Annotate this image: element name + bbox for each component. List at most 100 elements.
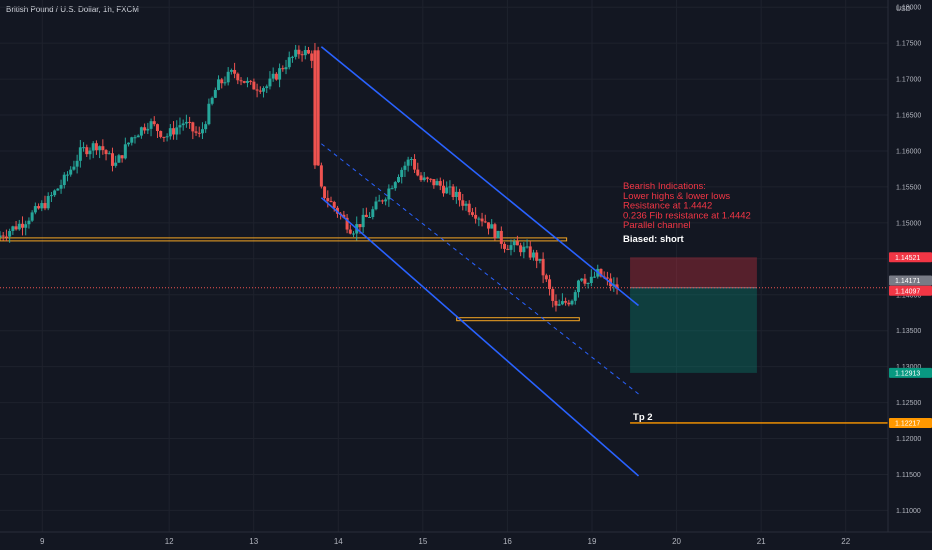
- candle-body: [310, 53, 314, 61]
- candle-body: [499, 230, 503, 244]
- y-axis-panel: [888, 0, 932, 550]
- candle-body: [380, 200, 384, 202]
- candle-body: [445, 187, 449, 194]
- candle-body: [271, 73, 275, 79]
- candle-body: [17, 223, 21, 230]
- candle-body: [313, 50, 317, 166]
- price-tag-label: 1.14521: [895, 255, 920, 262]
- candle-body: [586, 282, 590, 284]
- y-tick-label: 1.15000: [896, 220, 921, 227]
- candle-body: [548, 279, 552, 290]
- y-tick-label: 1.13500: [896, 328, 921, 335]
- candle-body: [416, 169, 420, 176]
- candle-body: [82, 147, 86, 149]
- candle-body: [544, 275, 548, 280]
- candle-body: [387, 188, 391, 200]
- candle-body: [303, 49, 307, 56]
- candle-body: [204, 124, 208, 130]
- candle-body: [78, 147, 82, 161]
- candle-body: [8, 230, 12, 237]
- candle-body: [40, 203, 44, 209]
- chart-title: British Pound / U.S. Dollar, 1h, FXCM: [6, 5, 139, 14]
- candle-body: [223, 82, 227, 84]
- candle-body: [239, 80, 243, 82]
- candle-body: [580, 278, 584, 281]
- candle-body: [352, 233, 356, 235]
- candle-body: [448, 186, 452, 188]
- candle-body: [162, 136, 166, 138]
- candle-body: [11, 226, 15, 231]
- candle-body: [441, 185, 445, 194]
- candle-body: [464, 203, 468, 206]
- candle-body: [294, 49, 298, 57]
- candle-body: [88, 150, 92, 155]
- candle-body: [59, 185, 63, 189]
- candle-body: [290, 56, 294, 58]
- candle-body: [69, 169, 73, 175]
- y-tick-label: 1.18000: [896, 5, 921, 12]
- candle-body: [268, 78, 272, 87]
- candle-body: [146, 128, 150, 131]
- price-tag-label: 1.14171: [895, 278, 920, 285]
- candle-body: [503, 243, 507, 249]
- candle-body: [226, 71, 230, 83]
- candle-body: [120, 155, 124, 159]
- candle-body: [24, 224, 28, 228]
- candle-body: [531, 252, 535, 258]
- candle-body: [210, 97, 214, 104]
- candle-body: [480, 218, 484, 222]
- candle-body: [535, 252, 539, 261]
- candle-body: [560, 301, 564, 305]
- candle-body: [486, 222, 490, 229]
- candle-body: [403, 165, 407, 170]
- candle-body: [509, 245, 513, 250]
- candle-body: [429, 178, 433, 180]
- candles-group: [0, 43, 619, 312]
- candle-body: [143, 127, 147, 131]
- candle-body: [551, 289, 555, 301]
- candle-body: [419, 175, 423, 181]
- candle-body: [281, 68, 285, 70]
- candle-body: [49, 195, 53, 197]
- candle-body: [181, 123, 185, 126]
- candle-body: [454, 191, 458, 198]
- candle-body: [400, 169, 404, 177]
- y-tick-label: 1.17500: [896, 41, 921, 48]
- candle-body: [615, 284, 619, 289]
- candle-body: [326, 198, 330, 201]
- candle-body: [458, 191, 462, 201]
- y-axis-currency: USD: [896, 6, 911, 13]
- candle-body: [599, 268, 603, 277]
- candle-body: [262, 88, 266, 92]
- candle-body: [348, 229, 352, 234]
- candle-body: [233, 69, 237, 74]
- y-tick-label: 1.16500: [896, 113, 921, 120]
- candle-body: [101, 146, 105, 151]
- candle-body: [528, 246, 532, 258]
- candle-body: [172, 128, 176, 135]
- y-tick-label: 1.15500: [896, 184, 921, 191]
- candle-body: [490, 224, 494, 229]
- candle-body: [165, 136, 169, 138]
- bias-label: Biased: short: [623, 234, 685, 245]
- price-tag: [889, 417, 932, 428]
- candle-body: [278, 68, 282, 80]
- candle-body: [274, 73, 278, 80]
- candle-body: [483, 221, 487, 223]
- candle-body: [567, 302, 571, 305]
- candle-body: [570, 300, 574, 305]
- candle-body: [316, 50, 320, 166]
- candle-body: [98, 146, 102, 151]
- candle-body: [85, 147, 89, 155]
- x-tick-label: 16: [503, 537, 512, 546]
- candle-body: [217, 79, 221, 90]
- candle-body: [425, 177, 429, 179]
- candle-body: [46, 196, 50, 209]
- candle-body: [432, 179, 436, 186]
- x-tick-label: 9: [40, 537, 45, 546]
- channel-upper-line: [320, 46, 640, 307]
- candle-body: [364, 214, 368, 218]
- candle-body: [178, 125, 182, 128]
- candle-body: [512, 241, 516, 246]
